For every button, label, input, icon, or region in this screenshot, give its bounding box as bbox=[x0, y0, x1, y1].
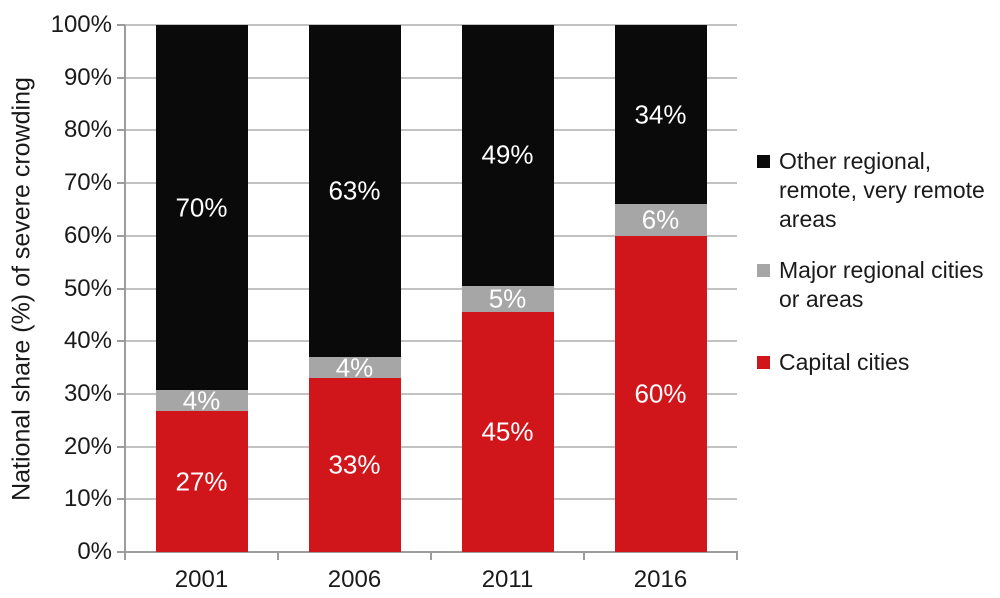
y-tick bbox=[117, 392, 125, 395]
gridline bbox=[125, 76, 737, 79]
y-tick bbox=[117, 182, 125, 185]
x-category-label: 2001 bbox=[174, 566, 229, 593]
y-tick-label: 20% bbox=[63, 432, 112, 460]
bar-segment bbox=[614, 25, 707, 205]
bar-segment-label: 45% bbox=[481, 416, 534, 447]
legend-item: Other regional, remote, very remote area… bbox=[757, 147, 995, 234]
bar-segment-label: 34% bbox=[634, 99, 687, 130]
gridline bbox=[125, 287, 737, 290]
bar-segment bbox=[461, 312, 554, 552]
bar-segment-label: 33% bbox=[328, 449, 381, 480]
x-category-label: 2016 bbox=[633, 566, 688, 593]
legend: Other regional, remote, very remote area… bbox=[757, 147, 995, 377]
y-tick-label: 0% bbox=[77, 538, 112, 565]
y-tick-label: 10% bbox=[63, 485, 112, 513]
y-tick-label: 90% bbox=[63, 63, 112, 91]
bar-segment bbox=[308, 357, 401, 379]
legend-swatch-icon bbox=[757, 264, 770, 277]
legend-label: Capital cities bbox=[779, 349, 910, 375]
y-tick bbox=[117, 551, 125, 553]
x-axis-line bbox=[124, 551, 738, 553]
bar-segment bbox=[614, 235, 707, 552]
legend-swatch-icon bbox=[757, 155, 770, 168]
y-tick-label: 70% bbox=[63, 169, 112, 197]
y-tick-label: 100% bbox=[50, 11, 112, 38]
bar-segment-label: 5% bbox=[488, 283, 527, 314]
bar-segment-label: 6% bbox=[641, 204, 680, 235]
y-tick bbox=[117, 234, 125, 237]
bar-segment bbox=[155, 25, 248, 391]
bar-segment bbox=[614, 204, 707, 236]
bar-segment bbox=[461, 25, 554, 286]
bar-segment bbox=[155, 411, 248, 552]
y-tick bbox=[117, 445, 125, 448]
bar-segment bbox=[155, 390, 248, 412]
x-tick bbox=[124, 553, 126, 560]
x-tick bbox=[736, 553, 738, 560]
y-axis-line bbox=[124, 25, 126, 560]
bar-segment-label: 27% bbox=[175, 466, 228, 497]
bar-segment bbox=[461, 285, 554, 313]
y-tick bbox=[117, 76, 125, 79]
legend-swatch-icon bbox=[757, 356, 770, 369]
gridline bbox=[125, 24, 737, 26]
x-tick bbox=[583, 553, 585, 560]
legend-item: Capital cities bbox=[757, 348, 995, 377]
y-tick bbox=[117, 287, 125, 290]
bar-segment bbox=[308, 25, 401, 357]
y-tick-label: 80% bbox=[63, 116, 112, 144]
y-tick-label: 50% bbox=[63, 274, 112, 302]
bar-segment-label: 49% bbox=[481, 139, 534, 170]
legend-label: Major regional cities or areas bbox=[779, 257, 984, 312]
bar-segment-label: 63% bbox=[328, 175, 381, 206]
y-tick bbox=[117, 129, 125, 132]
legend-label: Other regional, remote, very remote area… bbox=[779, 148, 985, 232]
gridline bbox=[125, 234, 737, 237]
x-category-label: 2006 bbox=[327, 566, 382, 593]
y-tick bbox=[117, 340, 125, 343]
gridline bbox=[125, 340, 737, 343]
gridline bbox=[125, 445, 737, 448]
y-tick-label: 40% bbox=[63, 327, 112, 355]
y-tick bbox=[117, 24, 125, 26]
legend-item: Major regional cities or areas bbox=[757, 256, 995, 314]
gridline bbox=[125, 392, 737, 395]
gridline bbox=[125, 129, 737, 132]
y-tick bbox=[117, 498, 125, 501]
bar-segment bbox=[308, 378, 401, 552]
y-tick-label: 60% bbox=[63, 221, 112, 249]
x-tick bbox=[277, 553, 279, 560]
gridline bbox=[125, 498, 737, 501]
x-tick bbox=[430, 553, 432, 560]
y-tick-label: 30% bbox=[63, 379, 112, 407]
x-category-label: 2011 bbox=[481, 566, 534, 593]
bar-segment-label: 4% bbox=[335, 352, 374, 383]
gridline bbox=[125, 182, 737, 185]
bar-segment-label: 70% bbox=[175, 192, 228, 223]
bar-segment-label: 60% bbox=[634, 378, 687, 409]
